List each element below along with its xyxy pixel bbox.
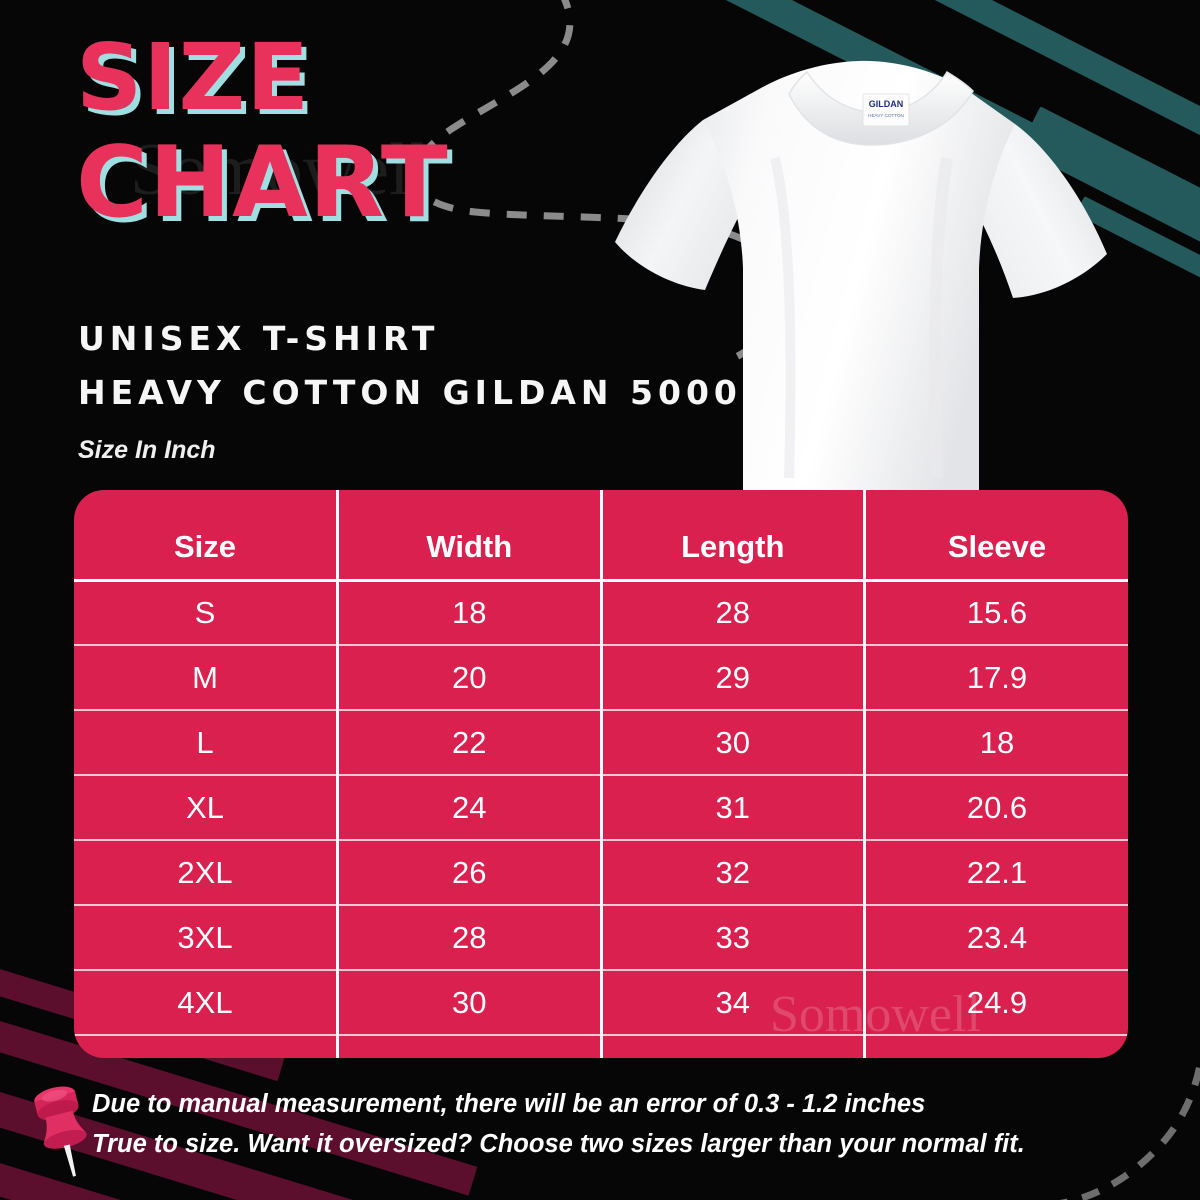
cell-length: 28 [601, 580, 866, 646]
cell-size: L [74, 710, 339, 776]
column-header-sleeve: Sleeve [864, 490, 1128, 582]
cell-size: S [74, 580, 339, 646]
spacer-cell [865, 1035, 1129, 1058]
cell-width: 22 [337, 710, 603, 776]
cell-width: 26 [337, 840, 603, 906]
column-header-width: Width [337, 490, 603, 582]
table-row: 3XL 28 33 23.4 [74, 905, 1128, 971]
size-table-card: Somowell Size Width Length Sleeve S 18 2… [74, 490, 1128, 1058]
cell-sleeve: 20.6 [864, 775, 1128, 841]
cell-size: 4XL [74, 970, 339, 1036]
subtitle-line-1: UNISEX T-SHIRT [78, 319, 440, 358]
footer-note: Due to manual measurement, there will be… [92, 1084, 1172, 1165]
cell-length: 30 [601, 710, 866, 776]
spacer-cell [337, 1035, 603, 1058]
cell-width: 18 [337, 580, 603, 646]
cell-width: 20 [337, 645, 603, 711]
gildan-label-sub: HEAVY COTTON [868, 113, 904, 118]
cell-length: 31 [601, 775, 866, 841]
pushpin-icon [34, 1086, 87, 1177]
unit-label: Size In Inch [78, 436, 216, 464]
gildan-label-text: GILDAN [869, 99, 904, 109]
footer-line-2: True to size. Want it oversized? Choose … [92, 1130, 1025, 1159]
cell-sleeve: 15.6 [864, 580, 1128, 646]
cell-size: XL [74, 775, 339, 841]
table-row: 4XL 30 34 24.9 [74, 970, 1128, 1036]
footer-line-1: Due to manual measurement, there will be… [92, 1090, 926, 1118]
tshirt-illustration: GILDAN HEAVY COTTON [615, 60, 1107, 493]
table-row: M 20 29 17.9 [74, 645, 1128, 711]
cell-sleeve: 18 [864, 710, 1128, 776]
cell-size: 3XL [74, 905, 339, 971]
cell-size: 2XL [74, 840, 339, 906]
size-table-body: S 18 28 15.6 M 20 29 17.9 L 22 30 18 [74, 580, 1128, 1058]
product-subtitle: UNISEX T-SHIRT HEAVY COTTON GILDAN 5000 [78, 312, 742, 421]
cell-sleeve: 22.1 [864, 840, 1128, 906]
cell-sleeve: 17.9 [864, 645, 1128, 711]
size-table: Size Width Length Sleeve S 18 28 15.6 M … [74, 490, 1128, 1058]
cell-sleeve: 24.9 [864, 970, 1128, 1036]
cell-size: M [74, 645, 339, 711]
maroon-stripe-5 [0, 1185, 199, 1200]
cell-width: 28 [337, 905, 603, 971]
table-row: S 18 28 15.6 [74, 580, 1128, 646]
table-spacer-row [74, 1035, 1128, 1058]
spacer-cell [601, 1035, 866, 1058]
size-table-head: Size Width Length Sleeve [74, 490, 1128, 582]
gildan-neck-label: GILDAN HEAVY COTTON [862, 93, 910, 127]
table-row: L 22 30 18 [74, 710, 1128, 776]
cell-length: 34 [601, 970, 866, 1036]
cell-width: 30 [337, 970, 603, 1036]
table-row: 2XL 26 32 22.1 [74, 840, 1128, 906]
cell-width: 24 [337, 775, 603, 841]
subtitle-line-2: HEAVY COTTON GILDAN 5000 [78, 373, 742, 413]
tshirt-image: GILDAN HEAVY COTTON [575, 28, 1135, 498]
cell-length: 29 [601, 645, 866, 711]
title-line-2: CHART [76, 126, 449, 241]
spacer-cell [74, 1035, 339, 1058]
cell-length: 32 [601, 840, 866, 906]
cell-sleeve: 23.4 [864, 905, 1128, 971]
table-header-row: Size Width Length Sleeve [74, 490, 1128, 582]
cell-length: 33 [601, 905, 866, 971]
title-line-1: SIZE [76, 24, 311, 131]
table-row: XL 24 31 20.6 [74, 775, 1128, 841]
column-header-size: Size [74, 490, 339, 582]
column-header-length: Length [601, 490, 866, 582]
page-title: SIZE CHART [76, 24, 449, 241]
